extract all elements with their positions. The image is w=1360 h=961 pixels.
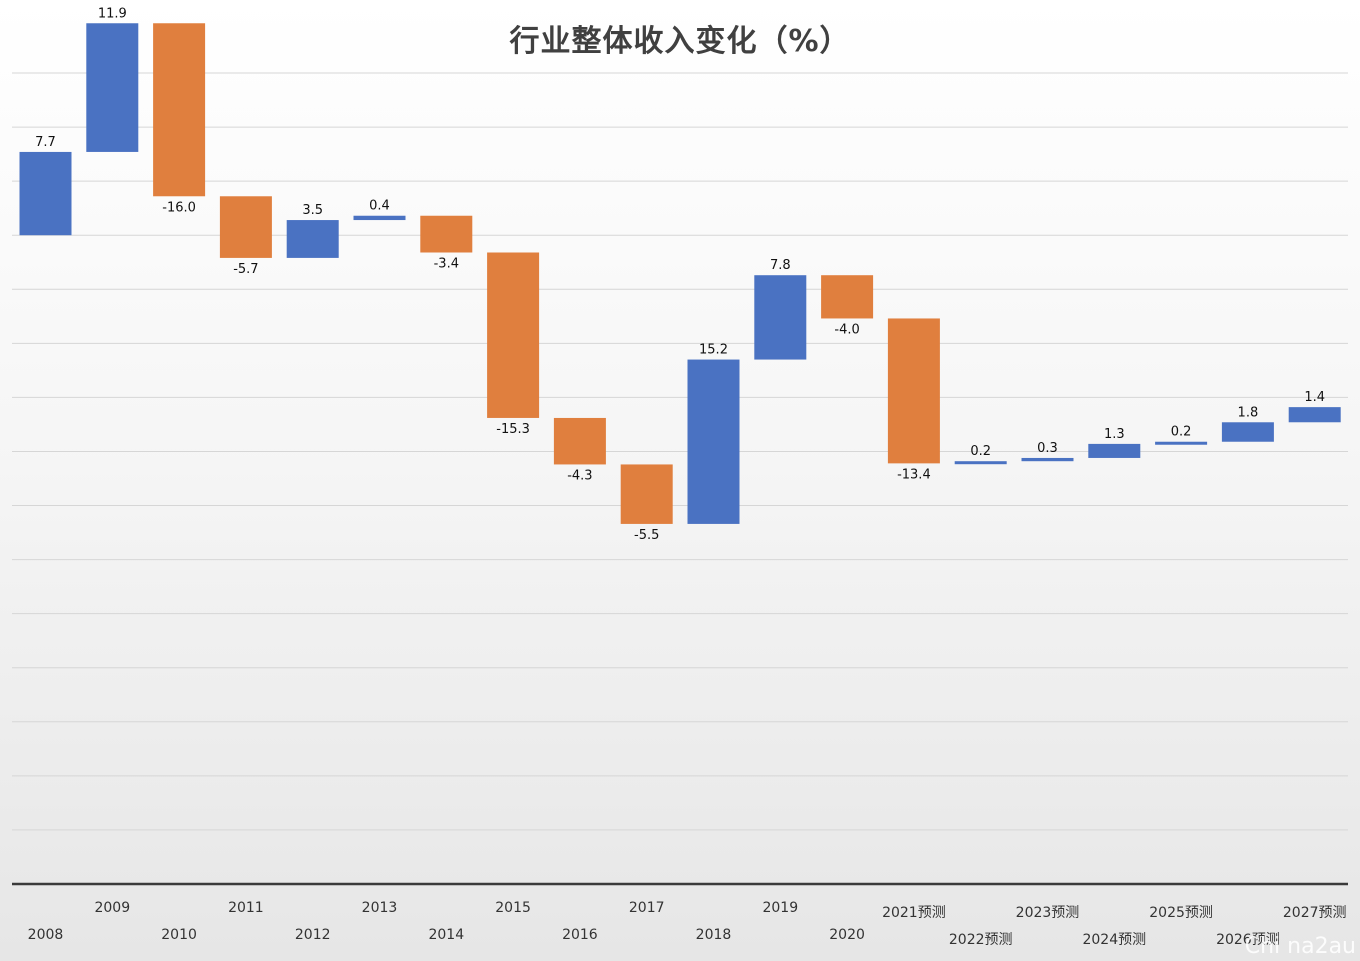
bar-2019 [754,275,807,360]
x-tick-label: 2025预测 [1149,905,1213,921]
x-tick-label: 2017 [629,900,665,916]
x-tick-label: 2023预测 [1016,905,1080,921]
bar-2011 [219,196,272,258]
data-label: 7.7 [35,135,56,150]
watermark: Chi na2au [1244,934,1356,959]
data-label: 0.2 [970,444,991,459]
data-label: -16.0 [162,200,196,215]
bar-2016 [553,417,606,465]
bar-2015 [487,252,540,418]
data-label: -5.5 [634,528,659,543]
x-tick-label: 2020 [829,927,865,943]
bar-2013 [353,215,406,221]
bar-2027预测 [1288,407,1341,423]
x-tick-label: 2015 [495,900,531,916]
data-label: 0.3 [1037,441,1058,456]
x-tick-label: 2027预测 [1283,905,1347,921]
x-tick-label: 2012 [295,927,331,943]
data-label: -15.3 [496,422,530,437]
x-tick-label: 2014 [428,927,464,943]
data-label: -5.7 [233,262,258,277]
bar-2010 [153,23,206,197]
x-tick-label: 2010 [161,927,197,943]
bar-2014 [420,215,473,253]
x-tick-label: 2019 [762,900,798,916]
bar-2017 [620,464,673,524]
data-label: 1.8 [1238,405,1259,420]
data-label: 1.4 [1304,390,1325,405]
bar-2022预测 [954,461,1007,465]
chart-title: 行业整体收入变化（%） [509,24,851,59]
data-label: 7.8 [770,258,791,273]
data-label: -4.0 [834,322,859,337]
bar-2024预测 [1088,443,1141,458]
x-tick-label: 2026预测 [1216,932,1280,948]
data-label: -3.4 [434,257,459,272]
x-tick-label: 2011 [228,900,264,916]
x-tick-label: 2016 [562,927,598,943]
bar-2012 [286,220,339,258]
data-label: 0.2 [1171,425,1192,440]
data-label: 1.3 [1104,427,1125,442]
bar-2020 [821,275,874,319]
data-label: -13.4 [897,467,931,482]
x-tick-label: 2024预测 [1082,932,1146,948]
x-tick-label: 2008 [28,927,64,943]
bar-2008 [19,151,72,236]
data-label: 15.2 [699,343,728,358]
data-label: 3.5 [302,203,323,218]
x-tick-label: 2021预测 [882,905,946,921]
bar-2023预测 [1021,457,1074,462]
bar-2018 [687,359,740,524]
x-tick-label: 2022预测 [949,932,1013,948]
x-tick-label: 2009 [94,900,130,916]
data-label: -4.3 [567,468,592,483]
x-tick-label: 2018 [696,927,732,943]
bar-2026预测 [1221,422,1274,442]
x-tick-label: 2013 [362,900,398,916]
bar-2021预测 [887,318,940,464]
bar-2025预测 [1155,441,1208,445]
data-label: 0.4 [369,199,390,214]
data-label: 11.9 [98,6,127,21]
bar-2009 [86,23,139,152]
